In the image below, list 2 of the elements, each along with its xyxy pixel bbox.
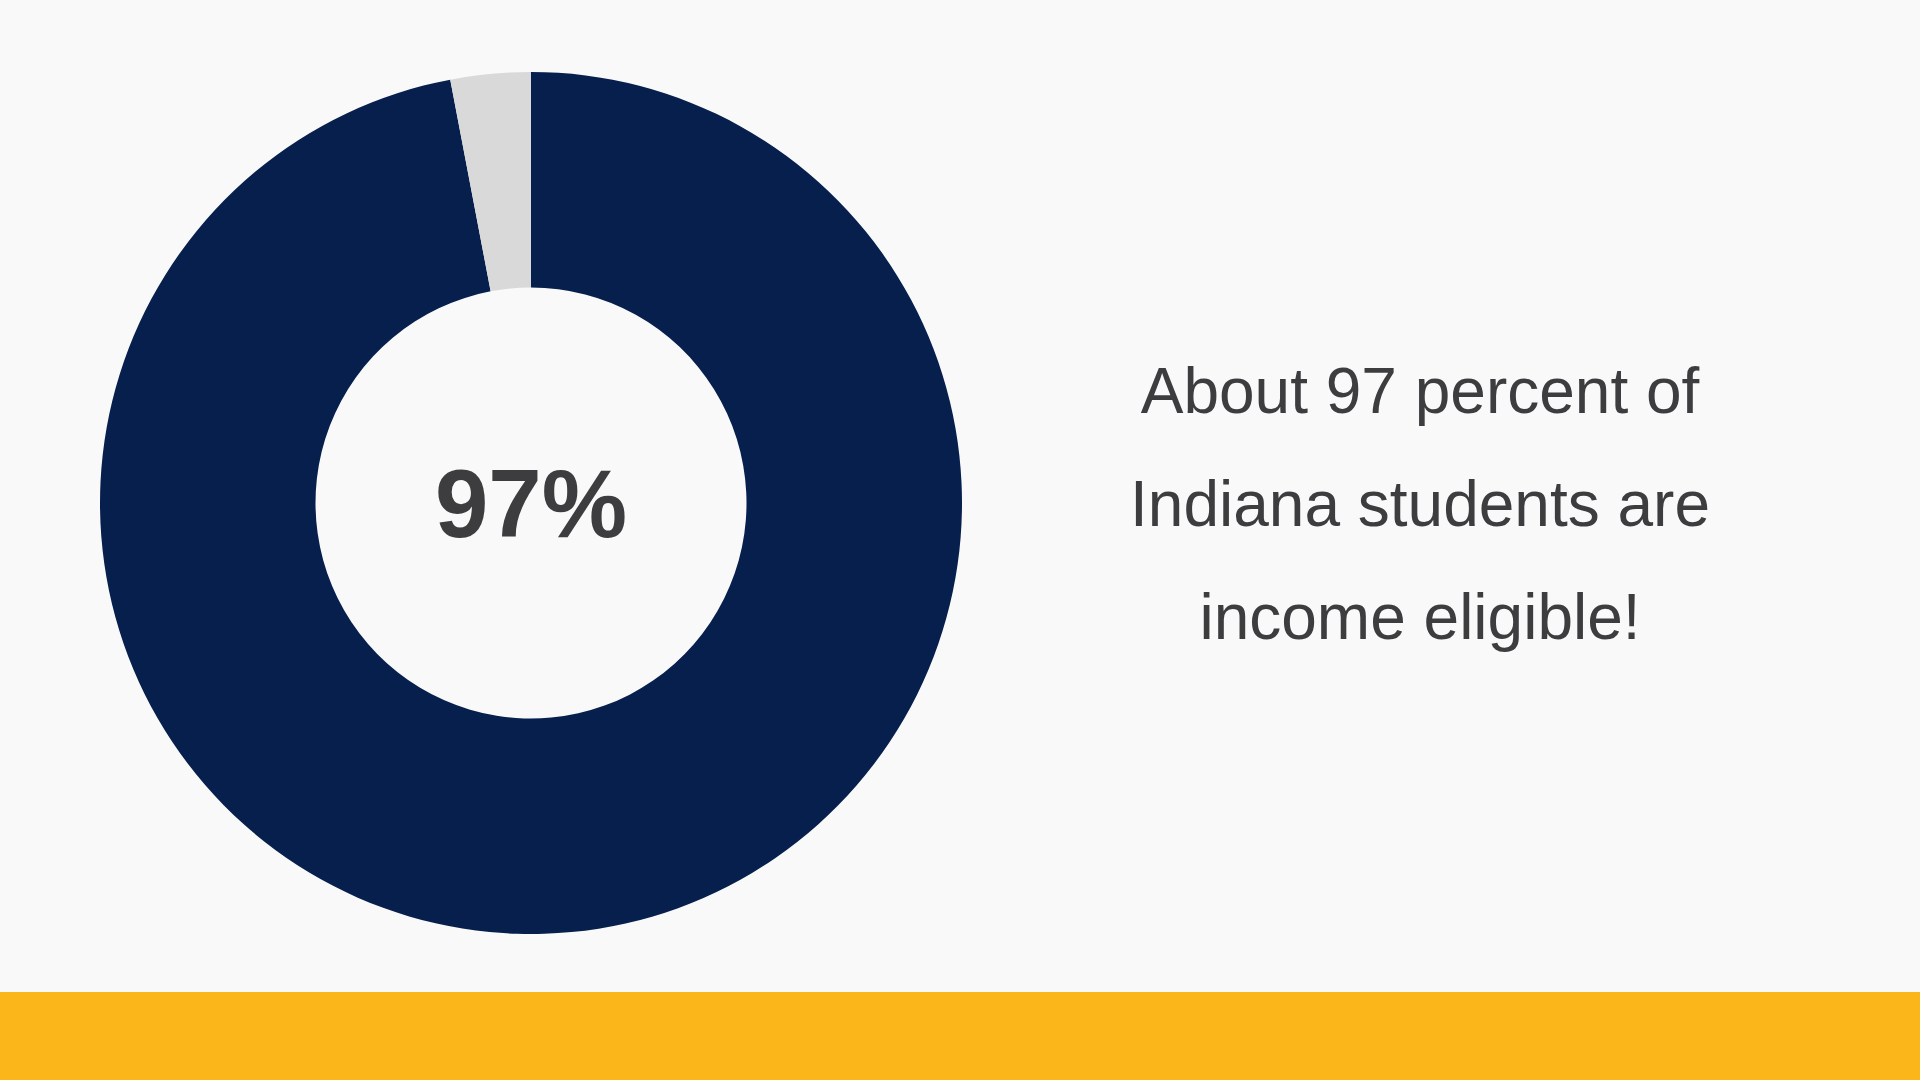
data-label: 97% — [434, 449, 628, 557]
text: About 97 percent of Indiana students are income eligible! — [1129, 354, 1711, 655]
